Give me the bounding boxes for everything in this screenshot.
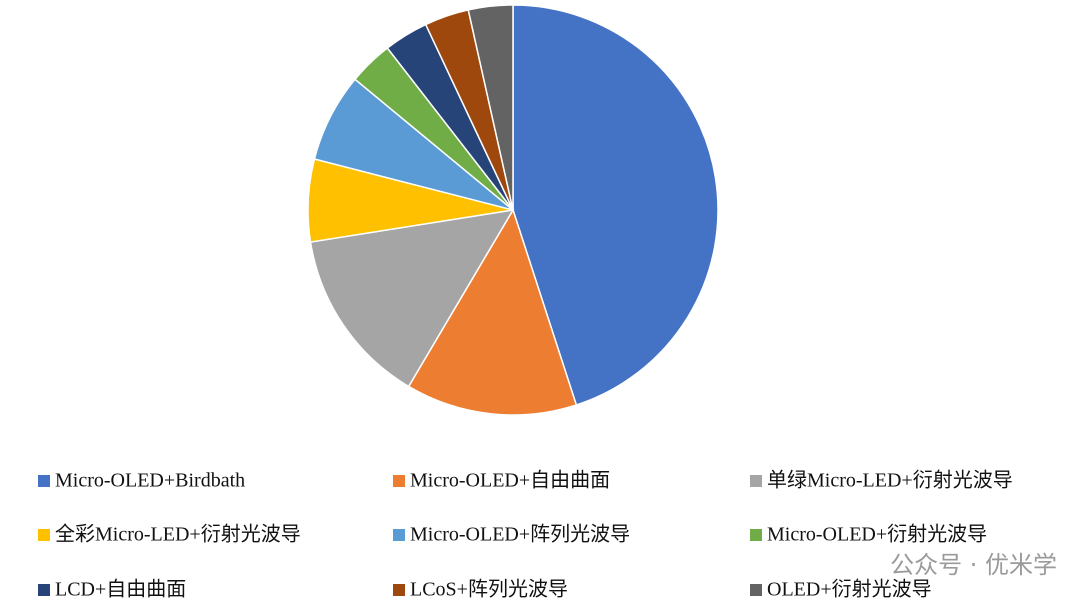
legend-label: LCD+自由曲面 — [55, 578, 186, 601]
legend-swatch — [38, 529, 50, 541]
legend-label: Micro-OLED+阵列光波导 — [410, 523, 630, 546]
legend-swatch — [393, 584, 405, 596]
legend-label: Micro-OLED+Birdbath — [55, 470, 245, 492]
pie-slice — [407, 208, 578, 416]
legend-label: Micro-OLED+衍射光波导 — [767, 523, 987, 546]
legend-swatch — [393, 475, 405, 487]
legend-swatch — [38, 584, 50, 596]
legend-label: Micro-OLED+自由曲面 — [410, 469, 610, 492]
legend-label: 全彩Micro-LED+衍射光波导 — [55, 523, 301, 546]
legend-label: OLED+衍射光波导 — [767, 578, 932, 601]
legend-swatch — [393, 529, 405, 541]
pie-slice — [467, 4, 514, 211]
legend-swatch — [38, 475, 50, 487]
legend-swatch — [750, 475, 762, 487]
legend-swatch — [750, 584, 762, 596]
legend-label: 单绿Micro-LED+衍射光波导 — [767, 469, 1013, 492]
watermark: 公众号 · 优米学 — [890, 551, 1057, 579]
legend-label: LCoS+阵列光波导 — [410, 578, 568, 601]
pie-slice — [309, 209, 515, 388]
legend-swatch — [750, 529, 762, 541]
pie-slice — [512, 4, 719, 406]
